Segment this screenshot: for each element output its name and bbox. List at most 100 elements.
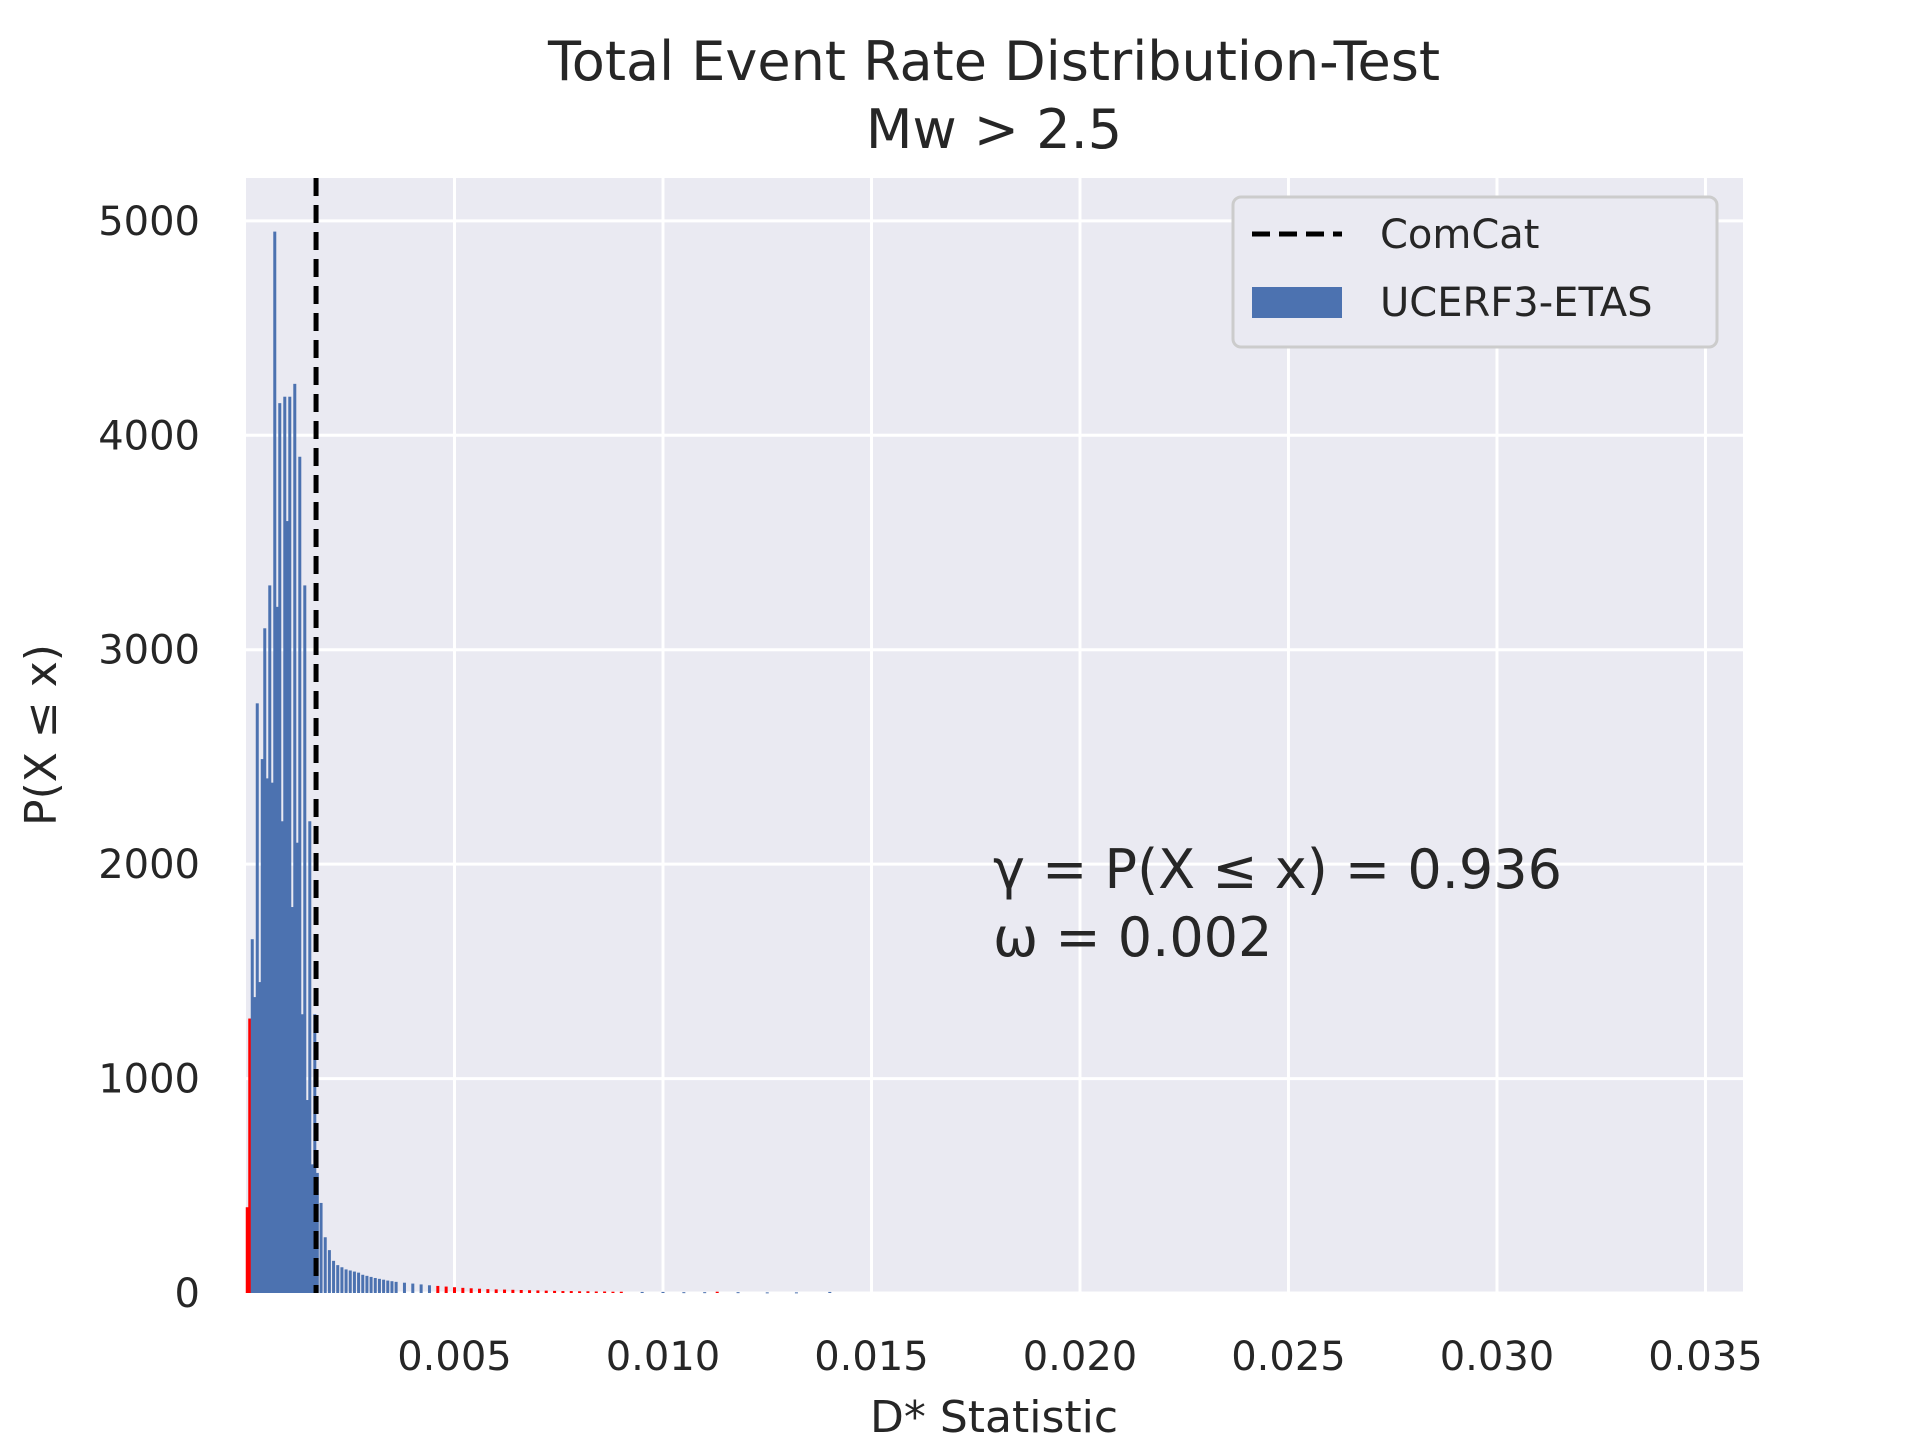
histogram-bar	[260, 759, 264, 1293]
y-tick-label: 3000	[98, 628, 200, 674]
histogram-bar	[703, 1292, 707, 1294]
histogram-bar	[319, 1202, 323, 1293]
y-tick-label: 0	[175, 1271, 200, 1317]
histogram-bar	[461, 1287, 465, 1293]
histogram-bar	[305, 1100, 309, 1293]
histogram-bar	[736, 1292, 740, 1294]
histogram-bar	[369, 1276, 373, 1293]
x-tick-label: 0.010	[606, 1334, 721, 1380]
gamma-annotation: γ = P(X ≤ x) = 0.936	[993, 838, 1562, 901]
histogram-bar	[298, 456, 302, 1293]
histogram-bar	[285, 521, 289, 1293]
histogram-bar	[348, 1270, 352, 1293]
histogram-bar	[544, 1290, 548, 1293]
histogram-bar	[377, 1278, 381, 1293]
histogram-bar	[290, 907, 294, 1293]
x-tick-label: 0.030	[1440, 1334, 1555, 1380]
histogram-bar	[452, 1287, 456, 1293]
y-tick-label: 2000	[98, 842, 200, 888]
legend-label-comcat: ComCat	[1380, 212, 1540, 258]
x-tick-label: 0.015	[814, 1334, 929, 1380]
plot-background	[246, 178, 1743, 1293]
histogram-bar	[561, 1291, 565, 1293]
histogram-bar	[394, 1281, 398, 1293]
x-tick-label: 0.020	[1023, 1334, 1138, 1380]
y-tick-label: 4000	[98, 413, 200, 459]
histogram-bar	[569, 1291, 573, 1293]
legend-label-ucerf3-etas: UCERF3-ETAS	[1380, 280, 1653, 326]
histogram-bar	[603, 1291, 607, 1293]
y-tick-label: 1000	[98, 1057, 200, 1103]
histogram-bar	[386, 1280, 390, 1293]
histogram-bar	[427, 1285, 431, 1293]
histogram-bar	[250, 939, 254, 1293]
histogram-bar	[373, 1277, 377, 1293]
histogram-bar	[332, 1260, 336, 1293]
histogram-bar	[340, 1267, 344, 1293]
histogram-bar	[361, 1274, 365, 1293]
legend: ComCat UCERF3-ETAS	[1231, 195, 1719, 349]
histogram-bar	[594, 1291, 598, 1293]
histogram-bar	[402, 1282, 406, 1293]
histogram-bar	[300, 1014, 304, 1293]
histogram-bar	[640, 1291, 644, 1293]
legend-swatch-ucerf3-etas	[1252, 287, 1342, 318]
histogram-bar	[336, 1265, 340, 1293]
histogram-bar	[794, 1292, 798, 1294]
histogram-bar	[494, 1289, 498, 1293]
histogram-bar	[503, 1289, 507, 1293]
histogram-bar	[327, 1250, 331, 1293]
histogram-bar	[288, 396, 292, 1293]
histogram-bar	[253, 997, 257, 1293]
histogram-bar	[248, 1018, 252, 1293]
x-tick-label: 0.025	[1231, 1334, 1346, 1380]
tick-labels: 0.005 0.010 0.015 0.020 0.025 0.030 0.035 0 1000…	[98, 199, 1763, 1380]
histogram-bar	[344, 1269, 348, 1293]
histogram-bar	[469, 1288, 473, 1293]
histogram-bar	[245, 1207, 249, 1293]
omega-annotation: ω = 0.002	[993, 906, 1272, 969]
x-axis-label: D* Statistic	[870, 1392, 1118, 1440]
histogram-bar	[528, 1290, 532, 1293]
histogram-bars	[245, 231, 832, 1294]
histogram-bar	[263, 628, 267, 1293]
histogram-bar	[682, 1292, 686, 1294]
histogram-bar	[283, 396, 287, 1293]
y-axis-label: P(X ≤ x)	[16, 644, 67, 826]
histogram-bar	[365, 1275, 369, 1293]
histogram-bar	[278, 403, 282, 1293]
x-tick-label: 0.035	[1648, 1334, 1763, 1380]
histogram-bar	[310, 1164, 314, 1293]
histogram-bar	[661, 1291, 665, 1293]
histogram-bar	[268, 585, 272, 1293]
histogram-bar	[390, 1281, 394, 1293]
histogram-bar	[258, 982, 262, 1293]
histogram-bar	[411, 1283, 415, 1293]
histogram-bar	[382, 1279, 386, 1293]
histogram-bar	[357, 1272, 361, 1293]
histogram-bar	[765, 1292, 769, 1294]
histogram-bar	[586, 1291, 590, 1293]
histogram-bar	[478, 1288, 482, 1293]
histogram-bar	[715, 1291, 719, 1293]
histogram-bar	[280, 821, 284, 1293]
histogram-bar	[511, 1289, 515, 1293]
histogram-bar	[578, 1291, 582, 1293]
histogram-bar	[419, 1284, 423, 1293]
histogram-bar	[265, 778, 269, 1293]
legend-box	[1231, 195, 1719, 349]
histogram-bar	[436, 1285, 440, 1293]
histogram-bar	[611, 1291, 615, 1293]
x-tick-label: 0.005	[397, 1334, 512, 1380]
histogram-bar	[275, 606, 279, 1293]
histogram-bar	[270, 782, 274, 1293]
histogram-bar	[352, 1271, 356, 1293]
histogram-bar	[828, 1291, 832, 1293]
histogram-bar	[553, 1290, 557, 1293]
histogram-bar	[486, 1289, 490, 1293]
histogram-bar	[308, 821, 312, 1293]
histogram-bar	[293, 383, 297, 1293]
histogram-bar	[255, 703, 259, 1293]
